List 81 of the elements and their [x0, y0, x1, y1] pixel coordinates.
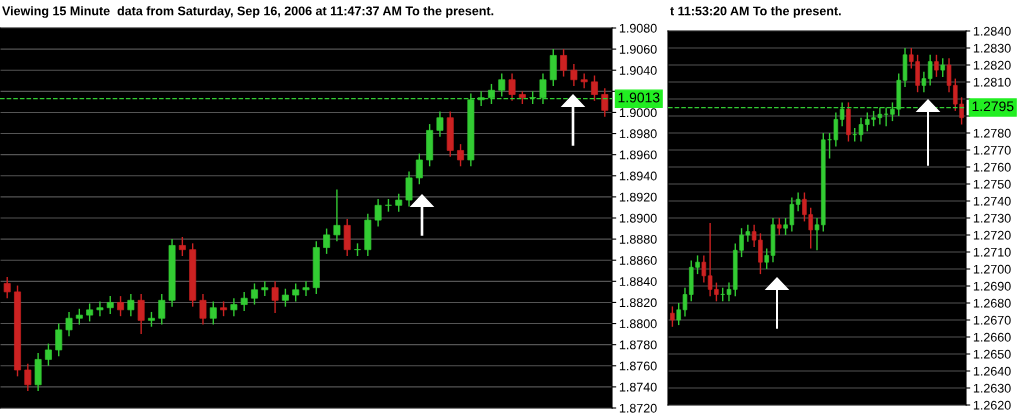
- y-tick-label: 1.2690: [973, 281, 1011, 291]
- y-tick-label: 1.2700: [973, 264, 1011, 274]
- candlestick: [921, 71, 927, 93]
- chart-title: t 11:53:20 AM To the present.: [670, 6, 841, 18]
- candlestick: [415, 152, 423, 185]
- candlestick: [24, 362, 32, 392]
- candlestick: [560, 48, 568, 78]
- y-tick-label: 1.8900: [619, 213, 657, 223]
- y-tick-label: 1.2640: [973, 366, 1011, 376]
- candlestick: [3, 276, 11, 299]
- candlestick: [934, 54, 939, 78]
- candlestick: [96, 300, 104, 317]
- y-tick-label: 1.2620: [973, 400, 1011, 410]
- y-tick-label: 1.2670: [973, 315, 1011, 325]
- y-tick-label: 1.2730: [973, 213, 1011, 223]
- y-tick-label: 1.8740: [619, 382, 657, 392]
- y-tick-label: 1.8720: [619, 403, 657, 413]
- y-tick-label: 1.8840: [619, 277, 657, 286]
- candlestick: [271, 280, 279, 314]
- y-tick-label: 1.2840: [973, 26, 1011, 36]
- y-tick-label: 1.8780: [619, 340, 657, 350]
- y-tick-label: 1.2760: [973, 162, 1011, 172]
- candlestick: [230, 297, 238, 317]
- y-tick-label: 1.2810: [973, 77, 1011, 87]
- y-tick-label: 1.2720: [973, 230, 1011, 240]
- y-tick-label: 1.2830: [973, 43, 1011, 53]
- y-tick-label: 1.9060: [619, 44, 657, 54]
- candlestick: [333, 188, 341, 242]
- candlestick: [137, 293, 145, 335]
- ref-line-label: 1.2795: [972, 101, 1014, 112]
- candlestick: [240, 291, 248, 312]
- y-tick-label: 1.8860: [619, 256, 657, 265]
- y-tick-label: 1.8800: [619, 319, 657, 329]
- candlestick: [927, 54, 933, 87]
- y-tick-label: 1.9040: [619, 66, 657, 75]
- candlestick: [127, 293, 135, 317]
- candlestick: [55, 322, 63, 357]
- chart-title: Viewing 15 Minute data from Saturday, Sep 16, 2006 at 11:47:37 AM To the present.: [2, 6, 494, 18]
- candlestick: [795, 191, 801, 212]
- y-tick-label: 1.8880: [619, 234, 657, 244]
- y-tick-label: 1.2750: [973, 179, 1011, 189]
- candlestick: [374, 198, 382, 228]
- candlestick: [436, 110, 444, 138]
- y-tick-label: 1.2780: [973, 128, 1011, 138]
- candlestick: [457, 143, 464, 167]
- y-tick-label: 1.8960: [619, 150, 657, 160]
- candlestick: [580, 72, 588, 89]
- candlestick: [117, 295, 124, 317]
- candlestick: [601, 87, 609, 118]
- y-tick-label: 1.9080: [619, 23, 657, 33]
- y-tick-label: 1.2630: [973, 383, 1011, 393]
- ref-line-label: 1.9013: [618, 92, 660, 103]
- candlestick: [158, 293, 166, 326]
- y-tick-label: 1.9000: [619, 108, 657, 118]
- y-tick-label: 1.8760: [619, 361, 657, 371]
- candlestick: [209, 300, 217, 326]
- y-tick-label: 1.2680: [973, 298, 1011, 308]
- candlestick: [670, 305, 675, 328]
- y-tick-label: 1.2820: [973, 60, 1011, 70]
- candlestick: [44, 342, 52, 367]
- y-tick-label: 1.8920: [619, 192, 657, 202]
- y-tick-label: 1.2740: [973, 196, 1011, 206]
- candlestick: [591, 74, 598, 102]
- candlestick: [251, 282, 258, 306]
- candlestick: [178, 236, 186, 257]
- candlestick: [508, 72, 516, 102]
- candlestick: [570, 63, 578, 87]
- candlestick: [405, 170, 413, 208]
- candlestick: [701, 254, 707, 284]
- candlestick: [199, 293, 207, 326]
- y-tick-label: 1.8820: [619, 298, 657, 308]
- y-tick-label: 1.8940: [619, 171, 657, 181]
- candlestick: [302, 280, 310, 297]
- candlestick: [940, 57, 945, 78]
- candlestick: [65, 311, 73, 337]
- y-tick-label: 1.2770: [973, 145, 1011, 155]
- candlestick: [323, 227, 331, 255]
- y-tick-label: 1.2660: [973, 332, 1011, 342]
- y-tick-label: 1.2710: [973, 247, 1011, 257]
- y-tick-label: 1.2650: [973, 349, 1011, 359]
- y-tick-label: 1.8980: [619, 129, 657, 139]
